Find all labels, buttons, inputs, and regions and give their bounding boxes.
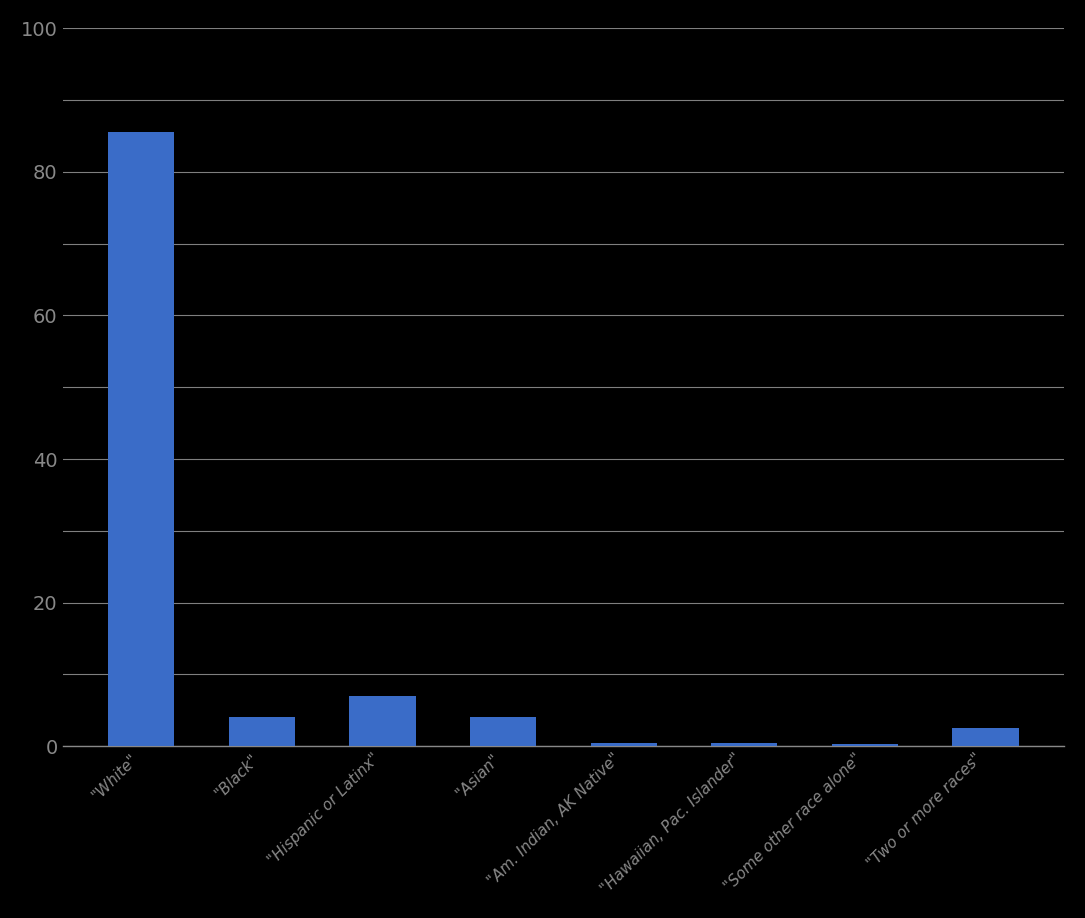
Bar [590,743,656,746]
Bar [953,728,1019,746]
Bar [229,717,295,746]
Bar [832,744,898,746]
Bar [349,696,416,746]
Bar [711,743,778,746]
Bar [108,132,175,746]
Bar [470,717,536,746]
